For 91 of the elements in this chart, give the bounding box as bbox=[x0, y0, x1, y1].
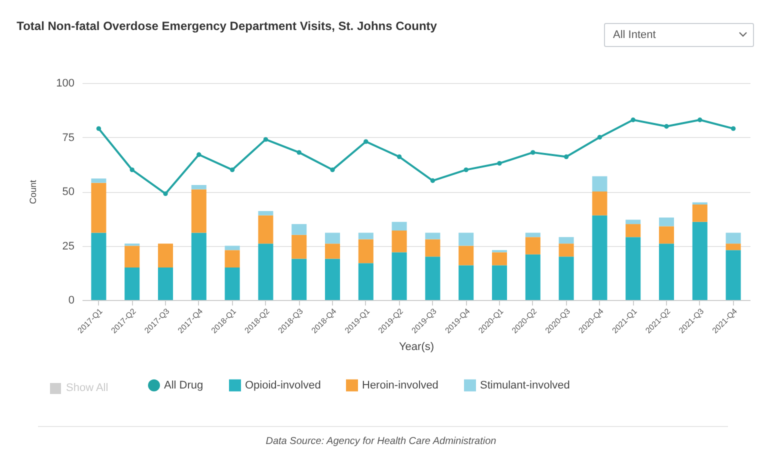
dropdown[interactable]: All Intent bbox=[604, 23, 754, 47]
bar bbox=[324, 232, 340, 244]
point bbox=[464, 167, 468, 172]
bar bbox=[191, 189, 206, 233]
bar bbox=[558, 244, 574, 257]
point bbox=[196, 152, 202, 157]
x-axis-title: Year(s) bbox=[398, 341, 434, 354]
bar bbox=[458, 246, 474, 266]
bar bbox=[158, 244, 174, 268]
bar bbox=[726, 232, 741, 244]
bar bbox=[626, 237, 641, 300]
legend-label: All Drug bbox=[164, 379, 204, 392]
bar bbox=[224, 246, 240, 250]
legend-label: Opioid-involved bbox=[245, 379, 321, 392]
bar bbox=[425, 232, 440, 240]
bar bbox=[626, 220, 641, 224]
bar bbox=[292, 234, 307, 259]
bar bbox=[392, 222, 407, 231]
bar bbox=[358, 239, 374, 264]
legend-label: Heroin-involved bbox=[362, 379, 438, 392]
bar bbox=[392, 230, 407, 252]
point bbox=[597, 134, 602, 140]
point bbox=[364, 139, 368, 144]
point bbox=[698, 118, 702, 122]
bar bbox=[392, 252, 407, 300]
bar bbox=[224, 250, 240, 268]
y-tick-label: 75 bbox=[62, 132, 74, 144]
bar bbox=[525, 237, 540, 254]
bar bbox=[726, 250, 741, 300]
point bbox=[664, 124, 669, 129]
bar bbox=[592, 215, 608, 300]
point bbox=[396, 154, 402, 160]
bar bbox=[191, 184, 206, 190]
y-tick-label: 100 bbox=[56, 78, 74, 90]
point bbox=[730, 126, 736, 131]
bar bbox=[158, 267, 174, 300]
bar bbox=[91, 178, 106, 183]
y-tick-label: 25 bbox=[62, 240, 74, 252]
bar bbox=[292, 224, 307, 235]
bar bbox=[324, 244, 340, 259]
point bbox=[330, 167, 335, 172]
bar bbox=[358, 232, 374, 240]
bar bbox=[692, 202, 708, 205]
bar bbox=[658, 226, 674, 244]
bar bbox=[592, 176, 608, 192]
bar bbox=[425, 256, 440, 300]
bar bbox=[124, 267, 140, 300]
bar bbox=[592, 192, 608, 216]
bar bbox=[558, 256, 574, 300]
bar bbox=[258, 244, 274, 300]
bar bbox=[292, 258, 307, 300]
bar bbox=[224, 267, 240, 300]
bar bbox=[91, 182, 106, 233]
bar bbox=[458, 232, 474, 246]
bar bbox=[458, 265, 474, 300]
point bbox=[430, 178, 436, 183]
point bbox=[296, 150, 302, 155]
point bbox=[530, 150, 536, 155]
point bbox=[96, 126, 102, 131]
bar bbox=[525, 232, 540, 238]
source-note: Data Source: Agency for Health Care Administration bbox=[264, 436, 498, 447]
bar bbox=[425, 239, 440, 257]
point bbox=[130, 167, 134, 172]
y-tick-label: 50 bbox=[62, 186, 74, 198]
bar bbox=[258, 211, 274, 216]
point bbox=[230, 167, 235, 172]
bar bbox=[626, 224, 641, 238]
bar bbox=[692, 222, 708, 300]
y-tick-label: 0 bbox=[68, 294, 74, 306]
bar bbox=[324, 258, 340, 300]
bar bbox=[258, 215, 274, 244]
point bbox=[497, 160, 502, 166]
bar bbox=[658, 244, 674, 300]
bar bbox=[558, 237, 574, 244]
point bbox=[263, 137, 268, 142]
point bbox=[564, 154, 569, 160]
legend-label: Stimulant-involved bbox=[480, 379, 570, 392]
bar bbox=[358, 263, 374, 300]
bar bbox=[692, 204, 708, 222]
bar bbox=[492, 252, 508, 266]
chart-title: Total Non-fatal Overdose Emergency Department Visits, St. Johns County bbox=[16, 19, 438, 33]
point bbox=[630, 118, 636, 122]
bar bbox=[492, 265, 508, 300]
bar bbox=[658, 218, 674, 226]
bar bbox=[525, 254, 540, 300]
point bbox=[163, 191, 168, 196]
bar bbox=[91, 232, 106, 300]
bar bbox=[726, 244, 741, 250]
bar bbox=[124, 246, 140, 268]
bar bbox=[191, 232, 206, 300]
y-axis-title: Count bbox=[28, 180, 38, 204]
